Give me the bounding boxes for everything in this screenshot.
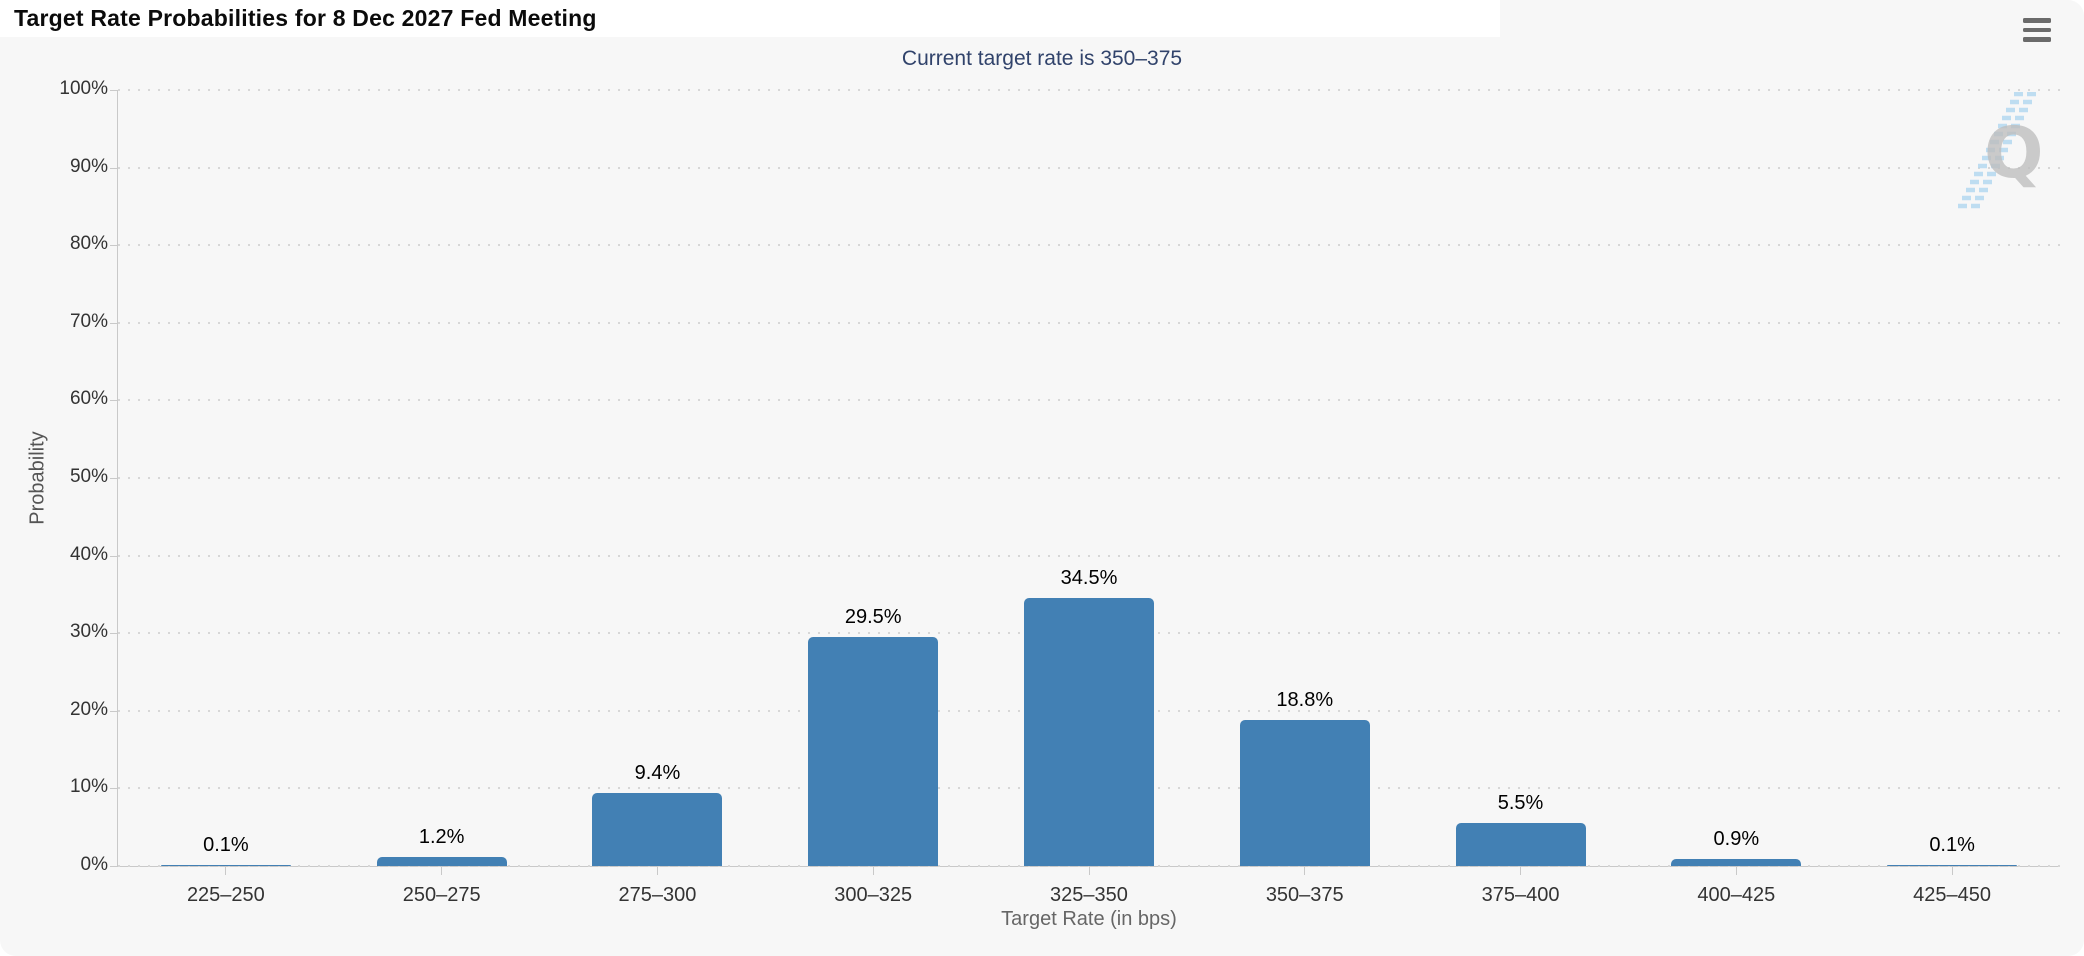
y-tick-label: 0% [80, 854, 108, 875]
bar-325-350[interactable] [1024, 598, 1154, 866]
bar-300-325[interactable] [808, 637, 939, 866]
x-tick-mark [1304, 866, 1306, 875]
chart-subtitle: Current target rate is 350–375 [901, 47, 1183, 70]
x-category-label: 300–325 [834, 884, 913, 906]
y-axis-line [117, 90, 118, 866]
x-category-label: 350–375 [1265, 884, 1344, 906]
bar-value-label: 0.1% [1929, 834, 1975, 857]
y-tick-label: 70% [69, 310, 108, 332]
y-tick-mark [110, 555, 117, 557]
x-tick-mark [656, 866, 658, 875]
x-category-label: 325–350 [1050, 884, 1128, 906]
hamburger-icon [2023, 18, 2051, 23]
x-tick-mark [872, 866, 874, 875]
gridline [118, 399, 2060, 402]
y-tick-label: 50% [69, 466, 108, 487]
y-tick-mark [110, 322, 117, 324]
y-tick-label: 30% [69, 621, 108, 643]
y-tick-label: 20% [69, 698, 108, 720]
y-tick-label: 100% [59, 78, 108, 99]
y-tick-mark [110, 866, 117, 867]
x-category-label: 250–275 [402, 884, 481, 906]
bar-225-250[interactable] [160, 865, 291, 866]
x-axis-title: Target Rate (in bps) [1001, 908, 1177, 930]
y-tick-label: 90% [69, 155, 108, 177]
x-category-label: 275–300 [618, 884, 697, 906]
gridline [118, 321, 2060, 324]
gridline [118, 89, 2060, 91]
plot-area: 0.1% 225–250 1.2% 250–275 9.4% 275–300 29.5% 30… [117, 89, 2060, 906]
y-tick-label: 60% [69, 388, 108, 410]
x-tick-mark [1088, 866, 1090, 875]
bar-275-300[interactable] [592, 793, 723, 866]
bar-350-375[interactable] [1239, 720, 1370, 866]
x-tick-mark [1520, 866, 1522, 875]
gridline [118, 477, 2060, 479]
x-tick-mark [225, 866, 227, 875]
y-tick-label: 10% [69, 776, 108, 798]
y-tick-mark [110, 478, 117, 479]
title-bar: Target Rate Probabilities for 8 Dec 2027… [0, 0, 1500, 37]
y-tick-label: 40% [69, 543, 108, 565]
y-tick-mark [110, 633, 117, 635]
x-category-label: 400–425 [1697, 884, 1776, 906]
bar-400-425[interactable] [1671, 859, 1802, 866]
bar-425-450[interactable] [1887, 865, 2018, 866]
x-category-label: 425–450 [1913, 884, 1992, 906]
x-tick-mark [441, 866, 443, 875]
bar-value-label: 29.5% [844, 606, 902, 629]
bar-value-label: 18.8% [1276, 689, 1334, 712]
x-category-label: 375–400 [1481, 884, 1560, 906]
gridline [118, 554, 2060, 557]
bar-250-275[interactable] [376, 856, 507, 866]
x-tick-mark [1735, 866, 1737, 875]
y-tick-mark [110, 400, 117, 402]
y-tick-mark [110, 90, 117, 91]
bar-375-400[interactable] [1455, 823, 1586, 866]
y-tick-mark [110, 788, 117, 790]
hamburger-icon [2023, 37, 2051, 42]
x-category-label: 225–250 [186, 884, 265, 906]
y-axis-title: Probability [26, 431, 49, 525]
y-tick-mark [110, 245, 117, 247]
gridline [118, 166, 2060, 169]
bar-value-label: 0.1% [203, 834, 249, 857]
bar-value-label: 34.5% [1060, 567, 1118, 590]
chart-context-menu-button[interactable] [2014, 11, 2060, 49]
x-tick-mark [1951, 866, 1953, 875]
chart-title: Target Rate Probabilities for 8 Dec 2027… [14, 5, 597, 31]
bar-value-label: 1.2% [418, 825, 465, 848]
bar-value-label: 0.9% [1713, 828, 1760, 851]
hamburger-icon [2023, 27, 2051, 33]
bar-value-label: 9.4% [634, 762, 681, 785]
gridline [118, 244, 2060, 247]
bar-value-label: 5.5% [1497, 792, 1544, 815]
y-tick-mark [110, 167, 117, 169]
y-tick-mark [110, 710, 117, 712]
y-tick-label: 80% [69, 233, 108, 255]
